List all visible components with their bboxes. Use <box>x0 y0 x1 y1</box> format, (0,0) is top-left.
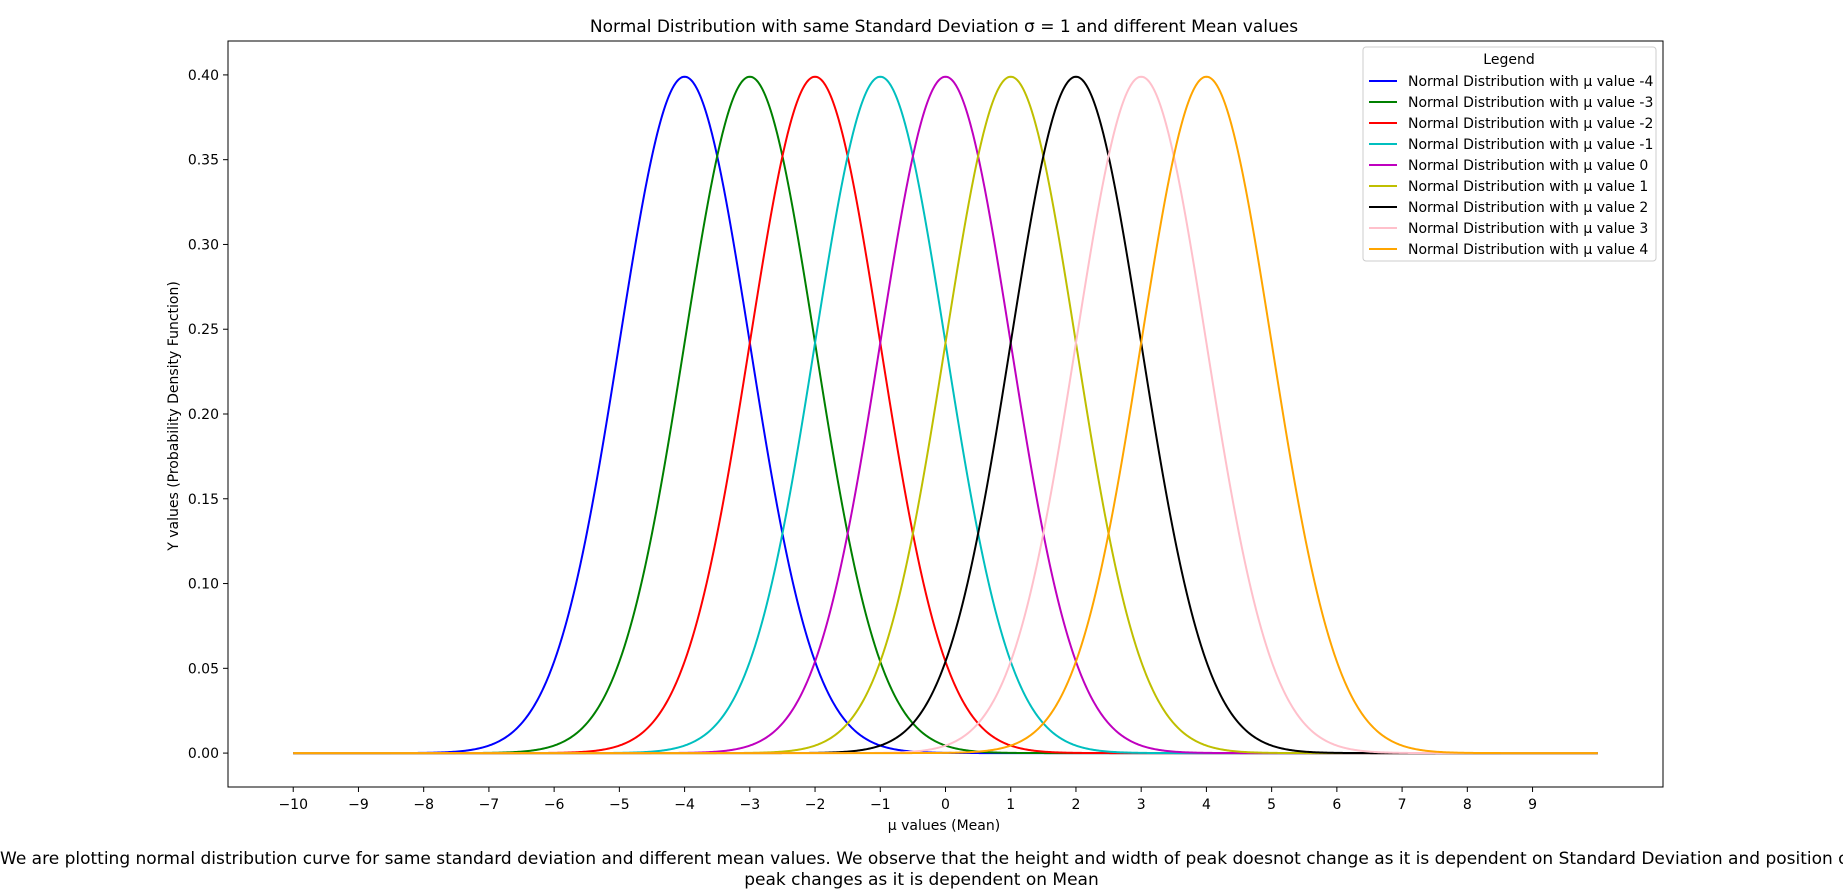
y-tick-label: 0.10 <box>188 577 219 593</box>
legend-items: Normal Distribution with μ value -4 Norma… <box>1369 74 1653 258</box>
y-tick-label: 0.00 <box>188 746 219 762</box>
legend-label: Normal Distribution with μ value -4 <box>1408 74 1653 90</box>
series-line-8 <box>293 75 1598 755</box>
x-tick-label: −9 <box>348 797 369 813</box>
legend-label: Normal Distribution with μ value 1 <box>1408 179 1648 195</box>
x-tick-label: 9 <box>1528 797 1537 813</box>
x-tick-label: 8 <box>1463 797 1472 813</box>
x-tick-label: 4 <box>1202 797 1211 813</box>
y-tick-label: 0.25 <box>188 322 219 338</box>
y-tick-label: 0.30 <box>188 237 219 253</box>
curves-group <box>293 75 1598 755</box>
x-tick-label: −7 <box>479 797 500 813</box>
x-tick-label: −3 <box>739 797 760 813</box>
legend-frame <box>1362 46 1657 262</box>
legend-label: Normal Distribution with μ value 3 <box>1408 221 1648 237</box>
x-tick-label: 1 <box>1006 797 1015 813</box>
y-tick-label: 0.35 <box>188 153 219 169</box>
legend-label: Normal Distribution with μ value -3 <box>1408 95 1653 111</box>
legend-label: Normal Distribution with μ value 4 <box>1408 242 1648 258</box>
x-tick-label: −6 <box>544 797 565 813</box>
x-tick-label: −5 <box>609 797 630 813</box>
x-tick-label: 7 <box>1398 797 1407 813</box>
y-tick-label: 0.20 <box>188 407 219 423</box>
x-tick-label: −2 <box>805 797 826 813</box>
y-axis: 0.00 0.05 0.10 0.15 0.20 0.25 0.30 0.35 0.40 <box>188 68 228 762</box>
y-tick-label: 0.15 <box>188 492 219 508</box>
caption-line-2: peak changes as it is dependent on Mean <box>744 870 1099 890</box>
x-tick-label: 0 <box>941 797 950 813</box>
x-tick-label: 5 <box>1267 797 1276 813</box>
x-tick-label: −4 <box>674 797 695 813</box>
x-tick-label: −8 <box>413 797 434 813</box>
x-tick-label: −1 <box>870 797 891 813</box>
chart: Normal Distribution with same Standard D… <box>166 17 1664 834</box>
x-axis: −10 −9 −8 −7 −6 −5 −4 −3 −2 −1 0 1 2 3 4 5 6 7 8 9 <box>278 787 1537 813</box>
y-tick-label: 0.40 <box>188 68 219 84</box>
x-axis-label: μ values (Mean) <box>888 818 1000 834</box>
x-tick-label: 3 <box>1137 797 1146 813</box>
legend-label: Normal Distribution with μ value -2 <box>1408 116 1653 132</box>
x-tick-label: 2 <box>1071 797 1080 813</box>
legend-label: Normal Distribution with μ value 0 <box>1408 158 1648 174</box>
x-tick-label: −10 <box>278 797 308 813</box>
legend-title: Legend <box>1483 52 1534 68</box>
y-tick-label: 0.05 <box>188 661 219 677</box>
legend: Legend Normal Distribution with μ value … <box>1362 46 1657 262</box>
caption-line-1: We are plotting normal distribution curv… <box>0 849 1843 869</box>
legend-label: Normal Distribution with μ value -1 <box>1408 137 1653 153</box>
y-axis-label: Y values (Probability Density Function) <box>166 281 182 552</box>
x-tick-label: 6 <box>1332 797 1341 813</box>
chart-title: Normal Distribution with same Standard D… <box>590 17 1298 37</box>
caption: We are plotting normal distribution curv… <box>0 849 1843 891</box>
legend-label: Normal Distribution with μ value 2 <box>1408 200 1648 216</box>
